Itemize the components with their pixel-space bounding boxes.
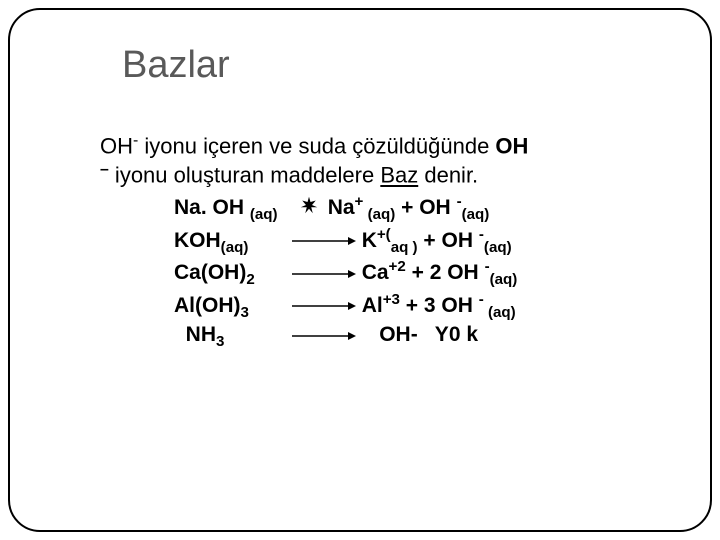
reaction-row: KOH(aq) K+(aq ) + OH -(aq)	[174, 225, 632, 258]
reaction-row: Al(OH)3 Al+3 + 3 OH - (aq)	[174, 290, 632, 323]
reaction-row: NH3 OH- Y0 k	[174, 322, 632, 352]
def-baz: Baz	[380, 163, 418, 188]
reactant: Na. OH (aq)	[174, 195, 292, 225]
reactant-sub: (aq)	[221, 239, 249, 256]
arrow-icon	[292, 330, 356, 342]
reactant: KOH(aq)	[174, 228, 286, 258]
prod-plus: + 2 OH	[406, 261, 485, 284]
def-after-baz: denir.	[418, 163, 478, 188]
reactions-block: Na. OH (aq) Na+ (aq) + OH -(aq) KOH(aq) …	[174, 192, 632, 352]
prod-plus: + OH	[418, 229, 479, 252]
reactant: NH3	[174, 322, 286, 352]
arrow-icon	[292, 235, 356, 247]
reactant-sub: 3	[216, 333, 224, 350]
reaction-row: Na. OH (aq) Na+ (aq) + OH -(aq)	[174, 192, 632, 225]
oh-sub: (aq)	[490, 271, 518, 288]
slide-content: Bazlar OH- iyonu içeren ve suda çözüldüğ…	[8, 8, 712, 532]
slide-body: OH- iyonu içeren ve suda çözüldüğünde OH…	[100, 131, 632, 352]
prod-sup: +(	[377, 226, 391, 243]
prod-main: Na	[328, 196, 355, 219]
arrow-icon	[292, 300, 356, 312]
prod-main: Al	[362, 294, 383, 317]
oh-sub: (aq)	[462, 206, 490, 223]
arrow-icon	[292, 268, 356, 280]
definition-text: OH- iyonu içeren ve suda çözüldüğünde OH…	[100, 131, 632, 190]
prod-main: K	[362, 229, 377, 252]
def-line2-dash: –	[100, 161, 109, 178]
reactant-sub: 3	[241, 304, 249, 321]
reactant-main: Na. OH	[174, 196, 250, 219]
reactant-main: KOH	[174, 229, 221, 252]
prod-sub: (aq)	[363, 206, 395, 223]
reaction-row: Ca(OH)2 Ca+2 + 2 OH -(aq)	[174, 257, 632, 290]
oh-sub: (aq)	[484, 304, 516, 321]
reactant-sub: 2	[246, 271, 254, 288]
oh-sub: (aq)	[484, 239, 512, 256]
burst-icon	[300, 195, 318, 222]
product: Na+ (aq) + OH -(aq)	[328, 196, 490, 219]
product: Al+3 + 3 OH - (aq)	[362, 294, 516, 317]
slide-title: Bazlar	[122, 44, 632, 87]
prod-main: OH- Y0 k	[362, 323, 478, 346]
reactant: Al(OH)3	[174, 293, 286, 323]
def-pre: OH	[100, 133, 133, 158]
reactant-main: Al(OH)	[174, 294, 241, 317]
reactant-main: NH	[174, 323, 216, 346]
prod-sub: aq )	[391, 239, 418, 256]
reactant-sub: (aq)	[250, 206, 278, 223]
reactant-main: Ca(OH)	[174, 261, 246, 284]
prod-plus: + OH	[395, 196, 456, 219]
product: K+(aq ) + OH -(aq)	[362, 229, 512, 252]
prod-main: Ca	[362, 261, 389, 284]
def-line2-rest: iyonu oluşturan maddelere	[109, 163, 381, 188]
def-mid: iyonu içeren ve suda çözüldüğünde	[138, 133, 495, 158]
prod-sup: +2	[389, 258, 406, 275]
prod-plus: + 3 OH	[400, 294, 479, 317]
product: OH- Y0 k	[362, 323, 478, 346]
product: Ca+2 + 2 OH -(aq)	[362, 261, 518, 284]
def-bold-oh: OH	[495, 133, 528, 158]
reactant: Ca(OH)2	[174, 260, 286, 290]
prod-sup: +3	[383, 291, 400, 308]
